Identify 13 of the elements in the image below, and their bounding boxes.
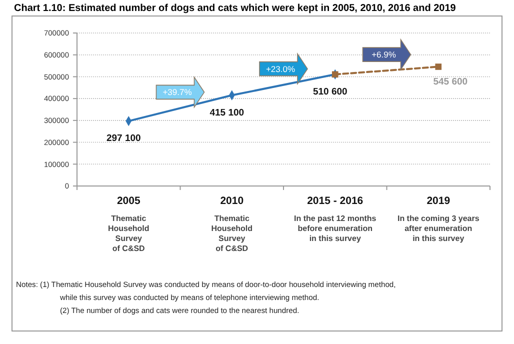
chart-title: Chart 1.10: Estimated number of dogs and cats which were kept in 2005, 2010, 2016 and 2019 — [14, 3, 456, 14]
annotation: +39.7% — [162, 87, 192, 98]
data-label: 415 100 — [210, 107, 244, 118]
annotation: +6.9% — [372, 50, 396, 60]
annotation: +23.0% — [266, 64, 296, 74]
x-tick-label: 2015 - 2016 In the past 12 months before enumeration in this survey — [294, 195, 377, 243]
x-tick-label: 2019 In the coming 3 years after enumeration in this survey — [397, 195, 480, 243]
x-tick-label: 2005 Thematic Household Survey of C&SD — [108, 195, 150, 253]
data-label: 510 600 — [312, 86, 348, 98]
x-tick-label: 2010 Thematic Household Survey of C&SD — [211, 195, 253, 253]
point — [435, 64, 442, 70]
data-label: 545 600 — [433, 76, 468, 88]
data-label: 297 100 — [106, 133, 141, 144]
